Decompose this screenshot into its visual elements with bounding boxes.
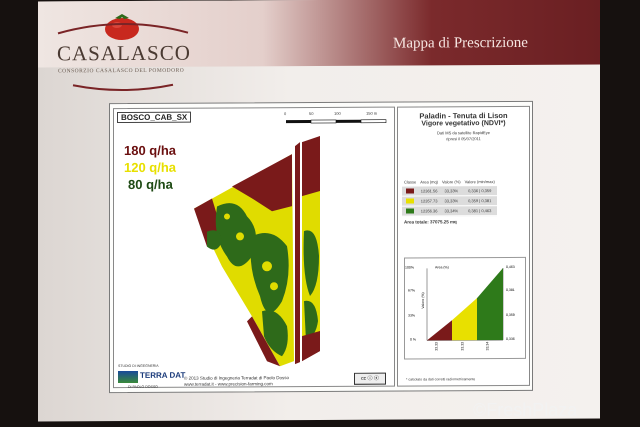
terradat-label: TERRA DAT [140,370,186,380]
header-cell: Valore (min/max) [464,179,495,185]
legend-index: Vigore vegetativo (NDVI*) [421,120,506,128]
class-swatch [402,205,419,217]
legend-total: Area totale: 37075.25 mq [404,219,457,225]
slide-title: Mappa di Prescrizione [393,34,528,52]
presentation-screen: CASALASCO CONSORZIO CASALASCO DEL POMODO… [38,0,600,422]
y-left-tick: 0 % [410,337,417,342]
class-swatch [402,195,419,207]
y-right-tick: 0,463 [506,264,515,270]
class-pct: 33,33% [440,186,463,196]
header-cell: Area (mq) [420,179,439,185]
class-row: 12361.56 33,33% 0,336 | 0,359 [402,186,497,197]
x-label: 33,33 [460,341,465,351]
scale-bar [286,119,387,124]
mini-chart-area-red [427,320,452,341]
y-right-tick: 0,336 [506,336,515,342]
scale-label: 50 [309,111,314,117]
cc-license-icon: cc ⓘ ⓢ [354,372,386,385]
scale-label: 150 m [366,110,378,116]
class-area: 12361.56 [418,186,441,196]
scale-labels: 0 50 100 150 m [282,111,390,120]
class-range: 0,381 | 0,463 [462,205,497,216]
legend-source: Dati MS da satellite RapidEye [437,130,490,136]
class-row: 12357.73 33,33% 0,359 | 0,381 [402,195,497,207]
map-credits: © 2013 Studio di Ingegneria Terradat di … [184,375,289,388]
swatch-green [406,208,415,214]
header-cell: Valore (%) [442,179,461,185]
class-range: 0,336 | 0,359 [462,186,497,196]
terradat-logo-icon [118,370,138,384]
brand-name: CASALASCO [57,40,191,66]
class-area: 12356.36 [418,205,441,216]
mini-chart-area-green [477,268,503,341]
mini-chart-y-label: Valore (%) [421,292,426,309]
terradat-sub: DI PAOLO DOSSO [128,384,158,390]
mini-chart: 100% 67% 33% 0 % 0,463 0,381 0,359 0,336… [404,256,526,360]
studio-label: STUDIO DI INGEGNERIA [118,363,159,369]
swatch-dark-red [406,188,415,194]
rate-label-low: 80 q/ha [128,176,173,193]
y-left-tick: 100% [405,265,414,270]
map-panel: BOSCO_CAB_SX 0 50 100 150 m 180 q/ha 120… [113,106,395,390]
y-right-tick: 0,359 [506,312,515,318]
scale-label: 100 [334,110,341,116]
class-pct: 33,34% [440,205,463,216]
legend-date: ripresi il 05/07/2011 [446,136,481,142]
y-left-tick: 67% [408,288,416,293]
mini-chart-svg [426,268,504,341]
header-cell: Classe [404,179,417,185]
y-right-tick: 0,381 [506,287,515,293]
field-label: BOSCO_CAB_SX [117,111,192,124]
brand-tagline: CONSORZIO CASALASCO DEL POMODORO [58,67,185,75]
mini-chart-area-yellow [452,298,477,341]
class-pct: 33,33% [440,195,463,206]
watermark: ©FreshPlaza [473,400,578,420]
credit-line: www.terradat.it - www.precision-farming.… [184,381,273,387]
rate-label-high: 180 q/ha [124,142,177,159]
class-range: 0,359 | 0,381 [462,195,497,206]
x-label: 33,33 [434,341,439,351]
y-left-tick: 33% [408,313,416,318]
prescription-figure: BOSCO_CAB_SX 0 50 100 150 m 180 q/ha 120… [109,100,533,394]
logo-swoosh-icon [57,23,189,92]
mini-chart-top-label: Area (%) [435,265,449,270]
legend-panel: Paladin - Tenuta di Lison Vigore vegetat… [397,105,530,387]
class-row: 12356.36 33,34% 0,381 | 0,463 [402,205,497,217]
prescription-map [194,135,320,367]
rate-label-medium: 120 q/ha [124,159,177,176]
scale-label: 0 [284,111,287,117]
x-label: 33,34 [485,341,490,351]
swatch-yellow [406,198,415,204]
class-swatch [402,186,419,197]
legend-footnote: * calcolato da dati corretti radiometric… [406,377,476,382]
class-area: 12357.73 [418,195,441,206]
class-table: Classe Area (mq) Valore (%) Valore (min/… [402,177,497,217]
